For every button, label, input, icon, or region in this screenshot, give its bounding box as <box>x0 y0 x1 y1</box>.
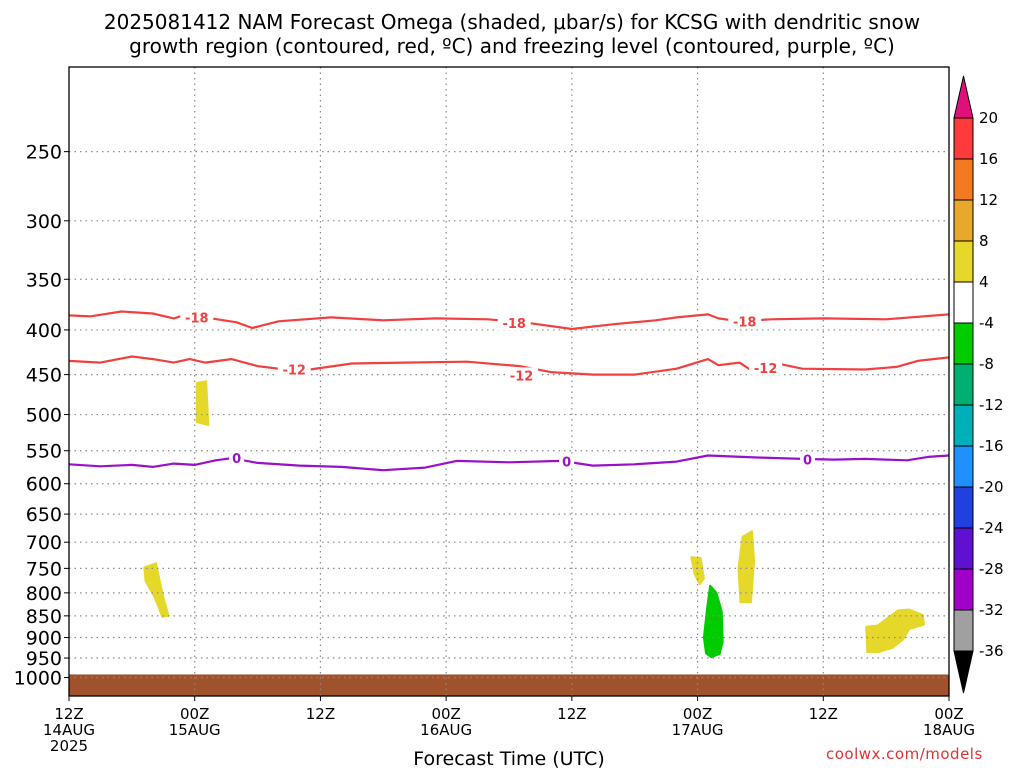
colorbar-label: -20 <box>979 478 1004 496</box>
y-tick-label: 1000 <box>14 667 62 689</box>
contour-label: -12 <box>754 362 778 377</box>
chart-title-line-1: 2025081412 NAM Forecast Omega (shaded, μ… <box>103 10 921 34</box>
y-tick-label: 350 <box>26 269 62 291</box>
x-tick-label: 12Z <box>557 705 586 723</box>
colorbar-swatch <box>953 240 974 283</box>
chart-title-line-2: growth region (contoured, red, ºC) and f… <box>129 34 895 58</box>
x-tick-label: 18AUG <box>923 721 975 739</box>
colorbar-label: 8 <box>979 232 989 250</box>
contour-label-bg <box>728 313 762 329</box>
colorbar-swatch <box>953 568 974 611</box>
y-tick-label: 300 <box>26 211 62 233</box>
y-tick-label: 800 <box>26 583 62 605</box>
colorbar-swatch <box>953 527 974 570</box>
colorbar-swatch <box>953 445 974 488</box>
omega-patch-green-neg4-neg8 <box>702 584 724 659</box>
colorbar-label: -28 <box>979 560 1004 578</box>
colorbar-swatch <box>953 117 974 160</box>
x-tick-label: 2025 <box>50 737 88 755</box>
plot-frame <box>68 66 950 697</box>
contour-label-bg <box>800 451 816 467</box>
colorbar-label: 16 <box>979 150 998 168</box>
colorbar-label: 12 <box>979 191 998 209</box>
y-tick-label: 700 <box>26 532 62 554</box>
y-tick-label: 600 <box>26 474 62 496</box>
omega-patch-yellow-4-8 <box>690 556 705 586</box>
colorbar-swatch <box>953 609 974 652</box>
contour-label-bg <box>749 359 783 375</box>
x-tick-label: 12Z <box>306 705 335 723</box>
contour-line-minus12 <box>68 355 950 376</box>
x-tick-label: 00Z <box>180 705 209 723</box>
colorbar-swatch <box>953 486 974 529</box>
x-axis-title: Forecast Time (UTC) <box>413 748 604 768</box>
y-tick-label: 450 <box>26 365 62 387</box>
colorbar-label: -4 <box>979 314 994 332</box>
contour-line-freezing-level <box>68 454 950 472</box>
y-tick-label: 400 <box>26 320 62 342</box>
omega-patch-yellow-4-8 <box>737 530 756 604</box>
x-tick-label: 14AUG <box>43 721 95 739</box>
colorbar-label: -24 <box>979 519 1004 537</box>
colorbar-bottom-arrow <box>953 650 974 694</box>
contour-label: -12 <box>282 364 306 379</box>
y-tick-label: 550 <box>26 441 62 463</box>
contour-label: 0 <box>803 454 812 469</box>
contour-label-bg <box>559 453 575 469</box>
x-tick-label: 00Z <box>431 705 460 723</box>
contour-label-bg <box>180 309 214 325</box>
colorbar-label: -16 <box>979 437 1004 455</box>
contour-label: 0 <box>232 452 241 467</box>
contour-label: -18 <box>502 317 526 332</box>
colorbar-swatch <box>953 281 974 324</box>
contour-label: -18 <box>733 315 757 330</box>
contour-label-bg <box>505 367 539 383</box>
x-tick-label: 00Z <box>934 705 963 723</box>
colorbar-swatch <box>953 322 974 365</box>
colorbar-swatch <box>953 363 974 406</box>
contour-label: -12 <box>510 369 534 384</box>
surface-ground-fill <box>69 674 949 696</box>
colorbar-swatch <box>953 199 974 242</box>
omega-patch-yellow-4-8 <box>143 562 170 618</box>
y-tick-label: 950 <box>26 648 62 670</box>
colorbar-swatch <box>953 404 974 447</box>
colorbar-label: -12 <box>979 396 1004 414</box>
colorbar-label: -8 <box>979 355 994 373</box>
y-tick-label: 900 <box>26 628 62 650</box>
contour-label: 0 <box>562 456 571 471</box>
x-tick-label: 16AUG <box>420 721 472 739</box>
colorbar-label: -32 <box>979 601 1004 619</box>
contour-label: -18 <box>185 311 209 326</box>
colorbar-swatch <box>953 158 974 201</box>
omega-patch-yellow-4-8 <box>195 380 210 426</box>
y-tick-label: 500 <box>26 405 62 427</box>
y-tick-label: 650 <box>26 504 62 526</box>
colorbar-top-arrow <box>953 75 974 119</box>
omega-patch-yellow-4-8 <box>865 608 925 653</box>
colorbar-label: -36 <box>979 642 1004 660</box>
x-tick-label: 15AUG <box>169 721 221 739</box>
contour-label-bg <box>229 450 245 466</box>
y-tick-label: 850 <box>26 606 62 628</box>
contour-label-bg <box>277 361 311 377</box>
source-credit: coolwx.com/models <box>826 745 983 763</box>
x-tick-label: 12Z <box>809 705 838 723</box>
colorbar-label: 4 <box>979 273 989 291</box>
x-tick-label: 00Z <box>683 705 712 723</box>
y-tick-label: 750 <box>26 558 62 580</box>
x-tick-label: 17AUG <box>672 721 724 739</box>
y-tick-label: 250 <box>26 142 62 164</box>
colorbar-label: 20 <box>979 109 998 127</box>
x-tick-label: 12Z <box>54 705 83 723</box>
contour-label-bg <box>497 315 531 331</box>
